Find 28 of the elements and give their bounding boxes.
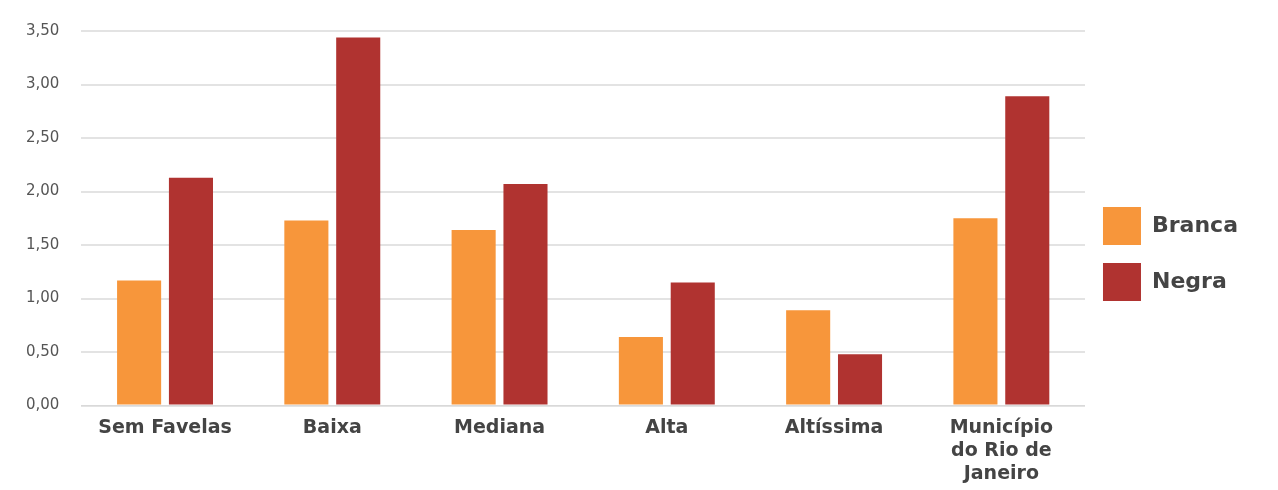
x-tick-label: Sem Favelas — [98, 414, 232, 437]
legend-label: Branca — [1151, 211, 1238, 237]
bar — [117, 280, 162, 405]
x-tick-label: Baixa — [302, 414, 362, 437]
legend-label: Negra — [1151, 267, 1227, 293]
y-tick-label: 1,50 — [25, 234, 60, 253]
bar — [786, 310, 831, 405]
y-tick-label: 2,00 — [25, 181, 60, 200]
x-tick-label: Município do Rio de Janeiro — [949, 414, 1054, 483]
y-tick-label: 1,00 — [25, 288, 60, 307]
y-tick-label: 0,00 — [25, 395, 60, 414]
y-tick-label: 2,50 — [25, 127, 60, 146]
x-tick-label: Altíssima — [784, 414, 884, 437]
y-tick-label: 3,00 — [25, 74, 60, 93]
bar — [837, 354, 883, 405]
bar — [503, 184, 548, 405]
bar — [168, 177, 213, 405]
bar — [670, 282, 715, 405]
bar — [451, 230, 496, 405]
y-tick-label: 3,50 — [25, 20, 60, 39]
y-tick-label: 0,50 — [25, 341, 60, 360]
bar — [618, 337, 663, 405]
bar — [953, 218, 998, 405]
x-tick-label: Mediana — [454, 414, 546, 437]
bar — [336, 37, 381, 405]
bar — [284, 220, 329, 405]
bar — [1005, 96, 1050, 405]
x-tick-label: Alta — [645, 414, 689, 437]
